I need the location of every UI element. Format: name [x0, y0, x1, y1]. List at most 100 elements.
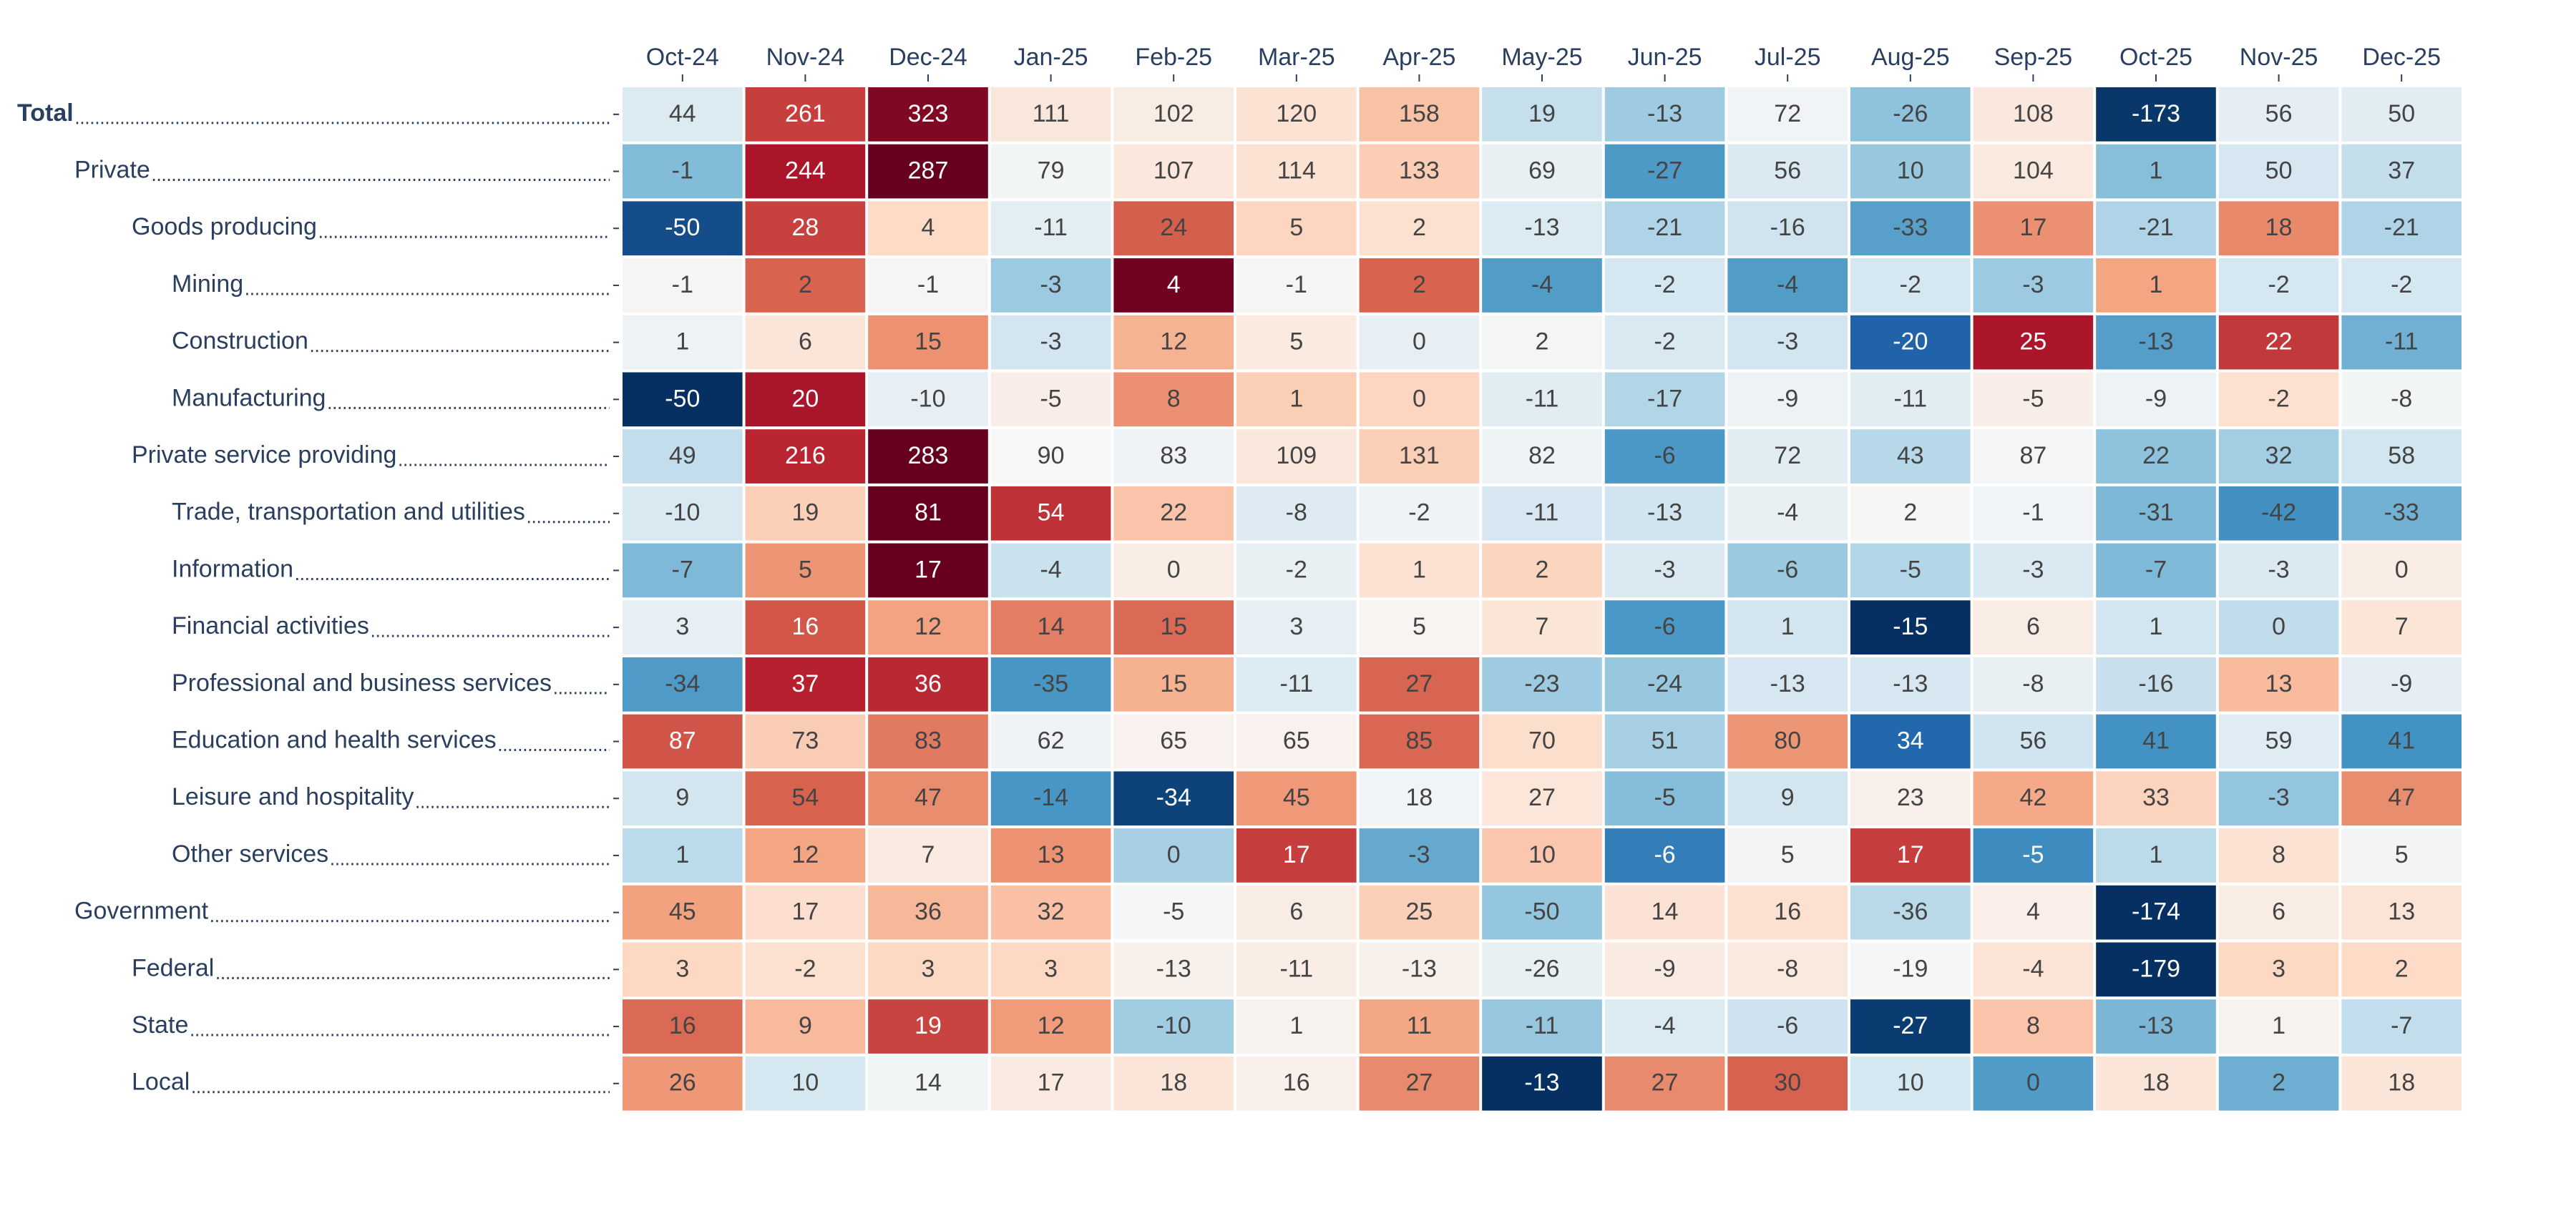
heatmap-cell [2218, 771, 2339, 826]
cell-label: 104 [2013, 157, 2054, 185]
cell-label: 36 [914, 898, 942, 926]
heatmap-cell [2096, 372, 2216, 427]
heatmap-cell [1973, 942, 2094, 997]
heatmap-cell [1236, 87, 1357, 142]
cell-label: -50 [665, 214, 700, 241]
cell-label: -31 [2138, 499, 2173, 526]
heatmap-cell [990, 600, 1111, 654]
cell-label: 44 [669, 100, 696, 127]
cell-label: -16 [1770, 214, 1805, 241]
cell-label: 13 [1038, 841, 1065, 868]
cell-label: -13 [1156, 955, 1191, 982]
heatmap-cell [868, 315, 988, 370]
cell-label: 70 [1528, 727, 1556, 755]
cell-label: 17 [1038, 1069, 1065, 1097]
heatmap-cell [1113, 771, 1234, 826]
heatmap-cell [990, 657, 1111, 712]
y-tick-label: State [132, 1011, 188, 1039]
heatmap-cell [1727, 87, 1848, 142]
cell-label: 36 [914, 670, 942, 697]
cell-label: 50 [2388, 100, 2415, 127]
heatmap-cell [1113, 87, 1234, 142]
heatmap-cell [868, 258, 988, 313]
heatmap-cell [868, 771, 988, 826]
cell-label: -2 [794, 955, 816, 982]
heatmap-cell [1236, 771, 1357, 826]
cell-label: 81 [914, 499, 942, 526]
heatmap-cell [1850, 999, 1971, 1054]
cell-label: 19 [914, 1012, 942, 1039]
heatmap-cell [1359, 372, 1480, 427]
cell-label: 0 [2395, 556, 2409, 583]
heatmap-cell [1482, 486, 1602, 541]
heatmap-cell [1973, 657, 2094, 712]
cell-label: 56 [2019, 727, 2046, 755]
cell-label: 59 [2265, 727, 2293, 755]
heatmap-cell [1236, 657, 1357, 712]
cell-label: 9 [1781, 784, 1795, 811]
cell-label: 54 [1038, 499, 1065, 526]
cell-label: -3 [2268, 784, 2289, 811]
heatmap-cell [1236, 942, 1357, 997]
heatmap-cell [1604, 828, 1725, 883]
y-tick-label: Education and health services [172, 727, 497, 754]
cell-label: 37 [791, 670, 819, 697]
cell-label: 14 [914, 1069, 942, 1097]
cell-label: 1 [2150, 613, 2163, 640]
cell-label: 83 [914, 727, 942, 755]
heatmap-cell [2218, 714, 2339, 769]
heatmap-cell [1850, 543, 1971, 598]
y-tick-label: Financial activities [172, 612, 369, 639]
heatmap-cell [2341, 1056, 2462, 1111]
heatmap-cell [2341, 315, 2462, 370]
cell-label: 10 [791, 1069, 819, 1097]
cell-label: 3 [1289, 613, 1303, 640]
cell-label: -26 [1893, 100, 1928, 127]
cell-label: 287 [908, 157, 949, 185]
heatmap-cell [2341, 885, 2462, 940]
cell-label: -3 [2022, 556, 2044, 583]
cell-label: 107 [1153, 157, 1194, 185]
cell-label: -11 [1526, 1012, 1559, 1039]
heatmap-cell [868, 999, 988, 1054]
y-tick-label: Manufacturing [172, 384, 326, 411]
heatmap-cell [1727, 486, 1848, 541]
heatmap-cell [745, 828, 866, 883]
y-tick-label: Total [17, 99, 74, 127]
cell-label: -8 [2022, 670, 2044, 697]
heatmap-cell [2341, 258, 2462, 313]
heatmap-cell [2218, 372, 2339, 427]
heatmap-cell [1727, 771, 1848, 826]
cell-label: 22 [2265, 328, 2293, 356]
heatmap-cell [1359, 543, 1480, 598]
cell-label: -2 [1408, 499, 1430, 526]
cell-label: -2 [2268, 271, 2289, 298]
heatmap-cell [1113, 714, 1234, 769]
cell-label: 22 [2142, 442, 2170, 469]
cell-label: -9 [2145, 385, 2167, 412]
heatmap-cell [623, 1056, 743, 1111]
cell-label: -11 [1893, 385, 1927, 412]
cell-label: -34 [665, 670, 700, 697]
heatmap-cell [2218, 201, 2339, 256]
heatmap-cell [2218, 885, 2339, 940]
cell-label: -179 [2132, 955, 2180, 982]
heatmap-cell [2096, 714, 2216, 769]
heatmap-cell [1359, 315, 1480, 370]
x-tick-label: Jul-25 [1755, 44, 1821, 71]
heatmap-cell [1236, 429, 1357, 484]
heatmap-cell [2218, 144, 2339, 199]
cell-label: 3 [1044, 955, 1058, 982]
heatmap-cell [1359, 87, 1480, 142]
cell-label: 65 [1283, 727, 1310, 755]
cell-label: 109 [1276, 442, 1317, 469]
cell-label: 19 [791, 499, 819, 526]
heatmap-cell [2218, 828, 2339, 883]
cell-label: -19 [1893, 955, 1928, 982]
cell-label: 108 [2013, 100, 2054, 127]
heatmap-cell [1113, 429, 1234, 484]
cell-label: -13 [1402, 955, 1437, 982]
cell-label: 17 [2019, 214, 2046, 241]
heatmap-cell [1604, 258, 1725, 313]
